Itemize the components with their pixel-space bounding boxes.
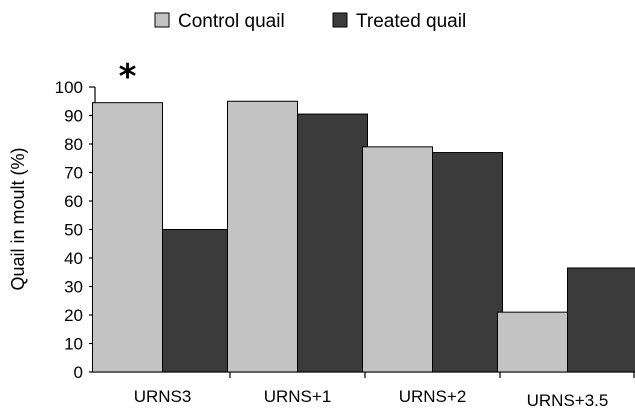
bar-control xyxy=(227,100,298,373)
bar-treated xyxy=(297,113,368,373)
y-tick-label: 80 xyxy=(64,135,83,154)
y-tick-label: 50 xyxy=(64,221,83,240)
legend-label-control: Control quail xyxy=(178,11,285,32)
y-axis: 0 10 20 30 40 50 60 70 80 90 100 xyxy=(55,78,96,382)
bar-treated xyxy=(162,229,233,373)
y-tick-label: 0 xyxy=(74,363,83,382)
bars xyxy=(92,100,635,373)
bar-control xyxy=(362,146,433,373)
y-tick-label: 30 xyxy=(64,278,83,297)
annotations: * xyxy=(119,57,137,97)
legend-swatch-treated xyxy=(332,12,348,28)
x-axis: URNS3 URNS+1 URNS+2 URNS+3.5 xyxy=(95,371,635,410)
y-tick-label: 90 xyxy=(64,107,83,126)
x-category-label: URNS+1 xyxy=(264,387,332,406)
y-tick-label: 70 xyxy=(64,164,83,183)
bar-control xyxy=(92,102,163,373)
legend: Control quail Treated quail xyxy=(154,11,466,32)
y-tick-label: 40 xyxy=(64,249,83,268)
legend-swatch-control xyxy=(154,12,170,28)
y-tick-label: 100 xyxy=(55,78,83,97)
bar-treated xyxy=(432,152,503,373)
x-category-label: URNS+3.5 xyxy=(527,391,609,410)
legend-label-treated: Treated quail xyxy=(356,11,466,32)
bar-control xyxy=(497,311,568,373)
y-axis-title: Quail in moult (%) xyxy=(8,147,28,290)
x-category-label: URNS3 xyxy=(134,387,192,406)
bar-treated xyxy=(567,267,635,373)
x-category-label: URNS+2 xyxy=(399,387,467,406)
y-tick-label: 20 xyxy=(64,306,83,325)
y-tick-label: 10 xyxy=(64,335,83,354)
significance-marker: * xyxy=(119,57,137,97)
y-tick-label: 60 xyxy=(64,192,83,211)
